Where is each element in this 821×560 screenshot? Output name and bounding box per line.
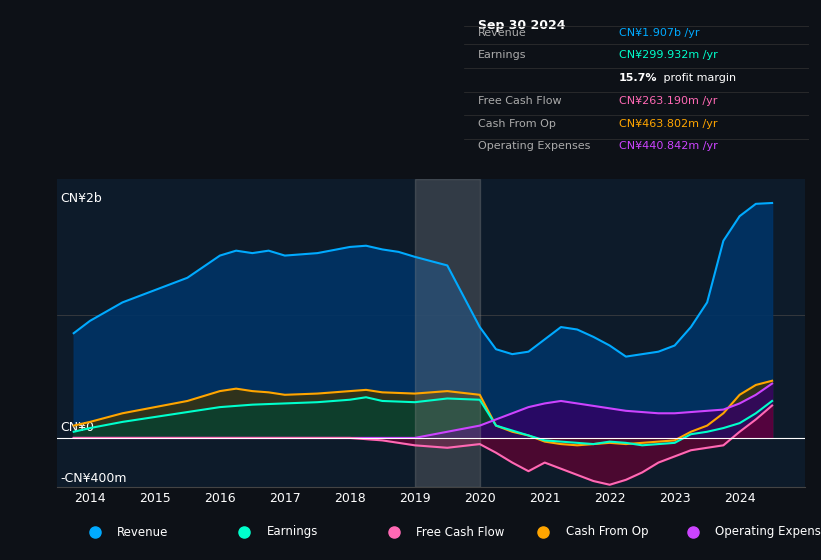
Text: CN¥299.932m /yr: CN¥299.932m /yr [619, 50, 718, 60]
Text: Sep 30 2024: Sep 30 2024 [478, 19, 565, 32]
Text: Revenue: Revenue [117, 525, 168, 539]
Text: CN¥440.842m /yr: CN¥440.842m /yr [619, 141, 718, 151]
Text: Earnings: Earnings [478, 50, 526, 60]
Text: Cash From Op: Cash From Op [478, 119, 556, 129]
Text: Operating Expenses: Operating Expenses [478, 141, 590, 151]
Text: CN¥463.802m /yr: CN¥463.802m /yr [619, 119, 718, 129]
Text: 15.7%: 15.7% [619, 73, 658, 83]
Text: Free Cash Flow: Free Cash Flow [478, 96, 562, 106]
Text: CN¥1.907b /yr: CN¥1.907b /yr [619, 28, 699, 38]
Text: profit margin: profit margin [660, 73, 736, 83]
Text: Operating Expenses: Operating Expenses [715, 525, 821, 539]
Text: Revenue: Revenue [478, 28, 526, 38]
Text: Earnings: Earnings [267, 525, 318, 539]
Text: Free Cash Flow: Free Cash Flow [416, 525, 504, 539]
Text: CN¥0: CN¥0 [61, 421, 94, 434]
Text: Cash From Op: Cash From Op [566, 525, 648, 539]
Text: -CN¥400m: -CN¥400m [61, 472, 127, 485]
Bar [415, 179, 479, 487]
Text: CN¥2b: CN¥2b [61, 192, 103, 204]
Text: CN¥263.190m /yr: CN¥263.190m /yr [619, 96, 718, 106]
